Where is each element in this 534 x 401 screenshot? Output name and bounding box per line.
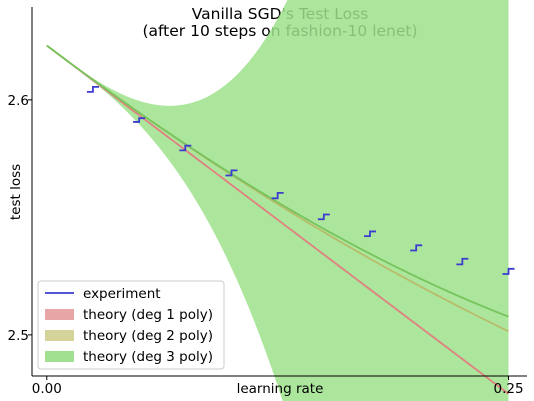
- axis-ticks: 2.5 2.6 0.00 0.25: [8, 93, 524, 397]
- plot-area: [46, 0, 515, 401]
- legend-swatch-2: [45, 330, 74, 341]
- x-axis-label: learning rate: [237, 381, 324, 397]
- experiment-marker-6: [317, 213, 330, 221]
- legend-swatch-3: [45, 351, 74, 362]
- experiment-marker-4: [225, 169, 238, 177]
- x-tick-label: 0.00: [32, 381, 62, 397]
- experiment-marker-8: [410, 244, 423, 252]
- legend-label: experiment: [83, 286, 161, 302]
- experiment-marker-9: [456, 257, 469, 266]
- experiment-marker-5: [271, 192, 284, 200]
- x-tick-label: 0.25: [493, 381, 523, 397]
- theory-deg3-band: [46, 0, 509, 401]
- experiment-marker-3: [179, 144, 192, 152]
- experiment-marker-1: [86, 86, 99, 93]
- experiment-marker-2: [133, 117, 146, 123]
- legend-label: theory (deg 1 poly): [83, 307, 213, 323]
- experiment-marker-10: [502, 267, 515, 275]
- theory-deg3-line: [46, 44, 509, 318]
- legend-frame: [37, 280, 225, 370]
- legend: experiment theory (deg 1 poly) theory (deg…: [37, 280, 225, 370]
- experiment-marker-7: [364, 230, 376, 238]
- y-axis-label: test loss: [8, 164, 24, 220]
- y-tick-label: 2.5: [8, 328, 29, 344]
- y-tick-label: 2.6: [8, 93, 29, 109]
- legend-swatch-1: [45, 309, 74, 320]
- theory-deg1-line: [46, 44, 510, 395]
- legend-label: theory (deg 2 poly): [83, 328, 213, 344]
- legend-label: theory (deg 3 poly): [83, 349, 213, 365]
